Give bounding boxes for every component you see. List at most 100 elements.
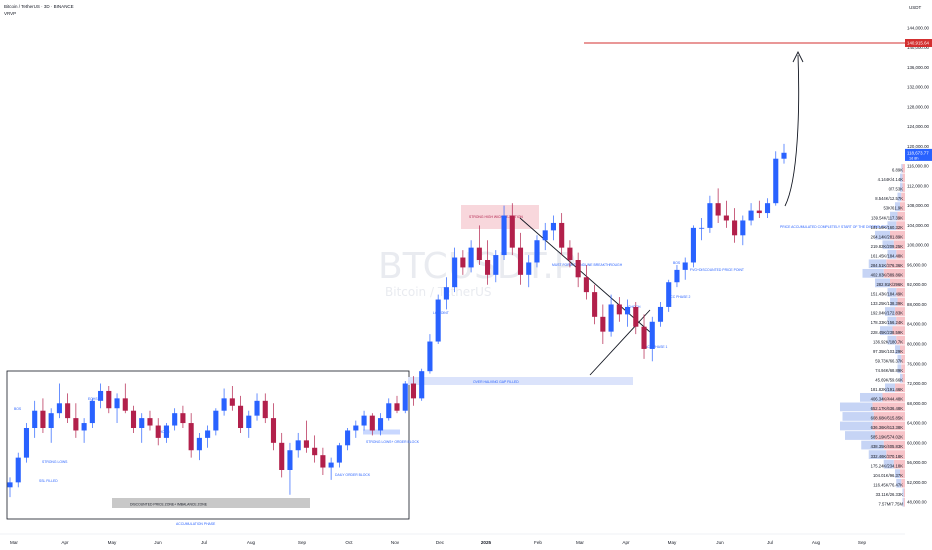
candle bbox=[328, 457, 334, 480]
volume-profile-row: 59.73K/66.37K bbox=[875, 354, 905, 364]
price-tick: 52,000.00 bbox=[907, 480, 927, 485]
candle bbox=[377, 413, 384, 436]
candle bbox=[509, 203, 515, 256]
candle bbox=[205, 425, 211, 448]
candle bbox=[122, 383, 128, 414]
time-tick: Apr bbox=[622, 540, 630, 545]
bos-right-label: BOS bbox=[673, 261, 681, 265]
price-tick: 108,000.00 bbox=[907, 203, 930, 208]
price-tick: 88,000.00 bbox=[907, 302, 927, 307]
volume-profile-row: 151.43K/184.49K bbox=[871, 288, 905, 297]
candle bbox=[155, 418, 161, 446]
volume-profile-label: 74.94K/68.89K bbox=[875, 368, 903, 373]
volume-profile-row: 104.01K/96.37K bbox=[873, 469, 905, 479]
accumulation-box bbox=[6, 370, 410, 520]
candle bbox=[287, 442, 293, 495]
volume-profile-label: 178.33K/156.24K bbox=[871, 320, 904, 325]
candle bbox=[756, 200, 762, 218]
candle bbox=[468, 240, 474, 273]
candle bbox=[56, 383, 62, 419]
volume-profile-label: 264.14K/281.89K bbox=[871, 234, 904, 239]
candle bbox=[723, 200, 729, 228]
indicator-line: VRVP bbox=[4, 11, 17, 16]
candle bbox=[608, 294, 614, 337]
candle bbox=[246, 410, 252, 438]
volume-profile-row: 181.82K/191.46K bbox=[871, 383, 905, 393]
candle bbox=[386, 398, 392, 421]
volume-profile-label: 608.68K/615.85K bbox=[871, 416, 904, 421]
volume-profile-row: 8.544K/12.57K bbox=[875, 192, 905, 202]
candle bbox=[517, 232, 524, 285]
candle bbox=[312, 435, 318, 463]
candle bbox=[649, 316, 655, 362]
time-tick: Feb bbox=[534, 540, 542, 545]
lq-point-label: LQ POINT bbox=[433, 311, 449, 315]
candle bbox=[188, 413, 194, 458]
price-tick: 128,000.00 bbox=[907, 104, 930, 109]
volume-profile-row: 7.57M/7.75M bbox=[879, 497, 905, 507]
time-tick: Jul bbox=[767, 540, 773, 545]
strong-lows-ob-label: STRONG LOWS+ ORDER BLOCK bbox=[366, 440, 420, 444]
volume-profile-row: 332.46K/370.18K bbox=[868, 450, 905, 459]
volume-profile-label: 406.34K/444.48K bbox=[871, 397, 904, 402]
time-tick: Jun bbox=[154, 540, 162, 545]
candle bbox=[674, 264, 680, 288]
candle bbox=[147, 410, 153, 431]
symbol-line: Bitcoin / TetherUS · 3D · BINANCE bbox=[4, 4, 74, 9]
candle bbox=[303, 420, 309, 453]
volume-profile-row: 585.19K/574.02K bbox=[845, 431, 905, 440]
halving-gap-label: OVER HALVING GAP FILLED bbox=[473, 380, 519, 384]
volume-profile-label: 136.92K/180.7K bbox=[873, 339, 903, 344]
volume-profile-row: 264.14K/281.89K bbox=[871, 230, 905, 240]
volume-profile-label: 133.25K/138.39K bbox=[871, 301, 904, 306]
currency-label: USDT bbox=[909, 5, 922, 10]
candle bbox=[443, 277, 449, 310]
price-tick: 136,000.00 bbox=[907, 65, 930, 70]
candles-layer bbox=[7, 143, 787, 498]
volume-profile-row: 33.11K/26.33K bbox=[876, 488, 905, 498]
volume-profile-label: 181.19K/160.32K bbox=[871, 225, 904, 230]
volume-profile-row: 178.33K/156.24K bbox=[871, 316, 905, 326]
volume-profile-row: 219.82K/209.25K bbox=[871, 240, 905, 250]
candle bbox=[460, 250, 466, 275]
volume-profile-label: 97.35K/103.29K bbox=[873, 349, 903, 354]
halving-gap-zone bbox=[408, 377, 633, 385]
watermark-name: Bitcoin / TetherUS bbox=[385, 285, 492, 299]
candle bbox=[369, 413, 375, 436]
fvg-discount-label: FVG+DISCOUNTED PRICE POINT bbox=[690, 268, 744, 272]
volume-profile-label: 4.144K/4.14K bbox=[878, 177, 904, 182]
volume-profile-row: 0/7.53K bbox=[889, 183, 905, 192]
volume-profile-label: 284.51K/376.36K bbox=[871, 263, 904, 268]
candle bbox=[172, 408, 178, 431]
time-tick: Dec bbox=[436, 540, 445, 545]
candle bbox=[641, 314, 647, 359]
candle bbox=[773, 151, 779, 206]
time-tick: Jun bbox=[716, 540, 724, 545]
volume-profile-label: 104.01K/96.37K bbox=[873, 473, 903, 478]
time-tick: Nov bbox=[391, 540, 400, 545]
volume-profile-row: 181.19K/160.32K bbox=[871, 221, 905, 231]
candle bbox=[575, 252, 581, 288]
price-tick: 76,000.00 bbox=[907, 361, 927, 366]
price-tick: 104,000.00 bbox=[907, 223, 930, 228]
candle bbox=[23, 423, 30, 463]
volume-profile-row: 45.69K/59.66K bbox=[875, 373, 905, 383]
time-tick: Aug bbox=[247, 540, 256, 545]
volume-profile-label: 402.83K/389.86K bbox=[871, 273, 904, 278]
ssl-filled-label: SSL FILLED bbox=[39, 479, 58, 483]
candle bbox=[493, 250, 499, 283]
candle bbox=[633, 302, 639, 335]
candle bbox=[221, 388, 227, 416]
candle bbox=[542, 222, 548, 251]
candle bbox=[106, 386, 112, 414]
candle bbox=[616, 297, 622, 322]
candle bbox=[213, 408, 219, 436]
projection-arrow-head bbox=[792, 50, 804, 63]
candle bbox=[196, 432, 202, 461]
trendline-note: MUST FOR A TRENDLINE BREAKTHROUGH bbox=[552, 263, 623, 267]
time-tick: Oct bbox=[345, 540, 353, 545]
candle bbox=[452, 247, 458, 293]
candle bbox=[682, 257, 688, 280]
candle bbox=[7, 477, 13, 498]
